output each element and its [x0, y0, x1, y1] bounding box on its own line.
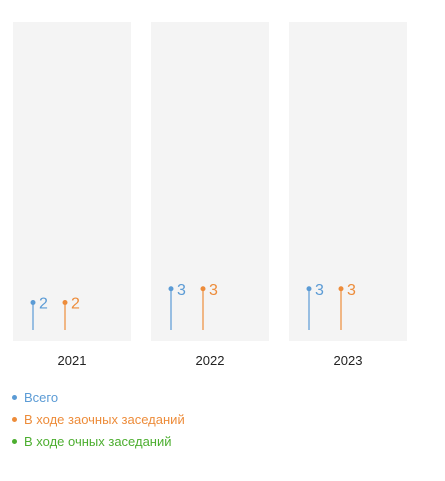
legend-item-absentee[interactable]: В ходе заочных заседаний	[12, 408, 185, 430]
legend-label-in-person: В ходе очных заседаний	[24, 433, 172, 449]
point-0-2022	[168, 286, 174, 292]
data-label-0-2023: 3	[315, 282, 324, 299]
x-tick-label-2023: 2023	[334, 353, 363, 368]
legend-label-total: Всего	[24, 389, 59, 405]
x-tick-label-2021: 2021	[58, 353, 87, 368]
point-0-2023	[306, 286, 312, 292]
panel-2021	[13, 22, 131, 341]
legend-dot-total	[12, 394, 17, 400]
data-label-0-2021: 2	[39, 296, 48, 313]
point-0-2021	[30, 300, 36, 305]
data-label-1-2023: 3	[347, 282, 356, 299]
legend: Всего В ходе заочных заседаний В ходе оч…	[12, 386, 185, 452]
data-label-1-2021: 2	[71, 296, 80, 313]
legend-label-absentee: В ходе заочных заседаний	[24, 411, 185, 427]
x-tick-label-2022: 2022	[196, 353, 225, 368]
point-1-2021	[62, 300, 68, 305]
legend-item-in-person[interactable]: В ходе очных заседаний	[12, 430, 185, 452]
point-1-2023	[338, 286, 344, 292]
point-1-2022	[200, 286, 206, 292]
legend-dot-absentee	[12, 416, 17, 422]
data-label-0-2022: 3	[177, 282, 186, 299]
data-label-1-2022: 3	[209, 282, 218, 299]
chart: 2021 2 2 2022 3 3 2023 3 3	[13, 22, 407, 368]
legend-item-total[interactable]: Всего	[12, 386, 185, 408]
legend-dot-in-person	[12, 438, 17, 444]
